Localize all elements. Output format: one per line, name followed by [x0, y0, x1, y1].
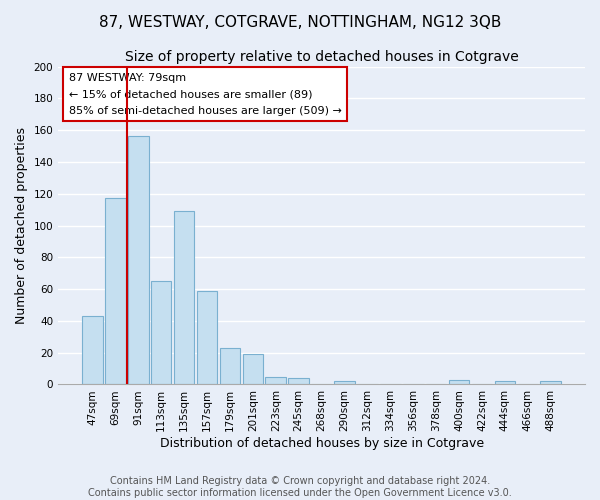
Bar — [334, 382, 355, 384]
Bar — [494, 382, 515, 384]
Bar — [128, 136, 149, 384]
Bar — [197, 290, 217, 384]
Bar — [449, 380, 469, 384]
Bar — [541, 382, 561, 384]
Bar — [151, 281, 172, 384]
Bar — [242, 354, 263, 384]
Y-axis label: Number of detached properties: Number of detached properties — [15, 127, 28, 324]
Bar — [105, 198, 125, 384]
Bar — [174, 211, 194, 384]
Title: Size of property relative to detached houses in Cotgrave: Size of property relative to detached ho… — [125, 50, 518, 64]
Text: 87 WESTWAY: 79sqm
← 15% of detached houses are smaller (89)
85% of semi-detached: 87 WESTWAY: 79sqm ← 15% of detached hous… — [69, 73, 341, 116]
Bar — [289, 378, 309, 384]
Text: 87, WESTWAY, COTGRAVE, NOTTINGHAM, NG12 3QB: 87, WESTWAY, COTGRAVE, NOTTINGHAM, NG12 … — [99, 15, 501, 30]
Bar — [220, 348, 240, 385]
Text: Contains HM Land Registry data © Crown copyright and database right 2024.
Contai: Contains HM Land Registry data © Crown c… — [88, 476, 512, 498]
Bar — [265, 376, 286, 384]
Bar — [82, 316, 103, 384]
X-axis label: Distribution of detached houses by size in Cotgrave: Distribution of detached houses by size … — [160, 437, 484, 450]
